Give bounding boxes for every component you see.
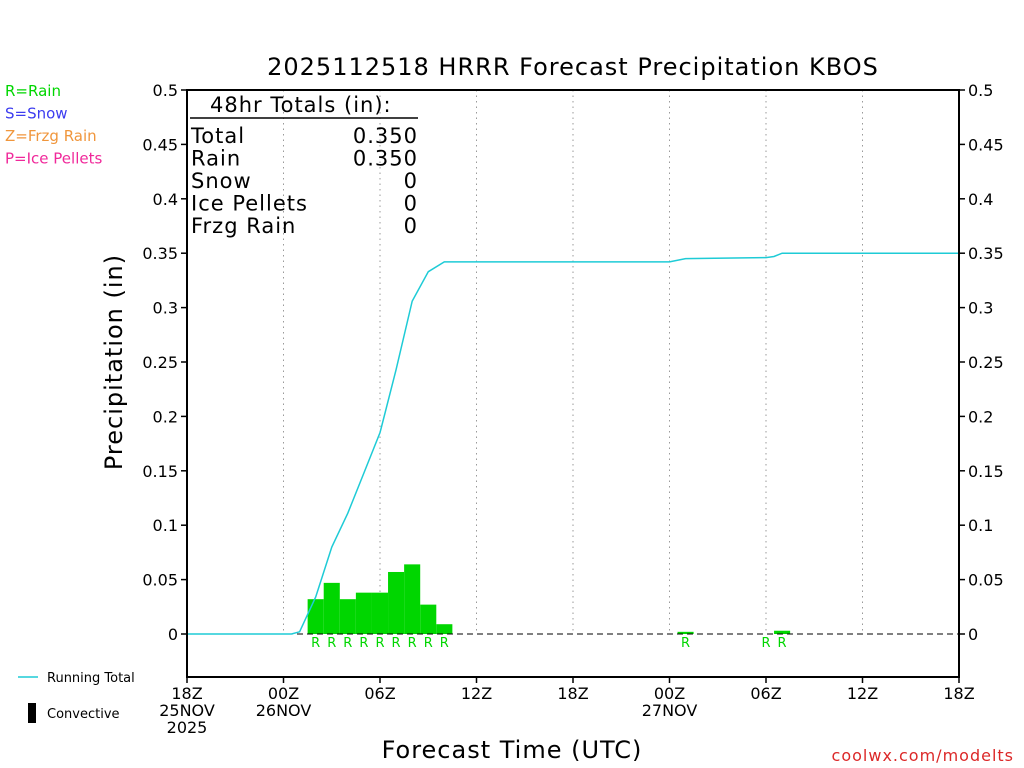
- ptype-legend: R=Rain S=Snow Z=Frzg Rain P=Ice Pellets: [5, 82, 102, 168]
- rain-bar: [388, 571, 405, 634]
- ptype-label: R: [392, 636, 401, 651]
- x-tick-label: 12Z: [847, 684, 878, 703]
- ptype-label: R: [311, 636, 320, 651]
- bars-layer: [307, 564, 791, 634]
- ptype-legend-item: Z=Frzg Rain: [5, 127, 97, 145]
- rain-bar: [323, 582, 340, 634]
- totals-row-label: Total: [190, 124, 245, 148]
- y-tick-label-left: 0.2: [153, 407, 178, 426]
- totals-row-value: 0: [404, 214, 418, 238]
- y-tick-label-right: 0.05: [968, 571, 1004, 590]
- y-tick-label-left: 0.4: [153, 190, 178, 209]
- totals-header: 48hr Totals (in):: [210, 93, 392, 117]
- y-tick-label-right: 0.45: [968, 135, 1004, 154]
- convective-swatch: [28, 703, 36, 723]
- convective-legend-label: Convective: [47, 707, 120, 722]
- totals-row-label: Frzg Rain: [191, 214, 296, 238]
- x-tick-label: 2025: [167, 718, 208, 737]
- rain-bar: [307, 599, 324, 634]
- y-tick-label-left: 0.1: [153, 516, 178, 535]
- ptype-label: R: [343, 636, 352, 651]
- x-tick-label: 18Z: [557, 684, 588, 703]
- y-tick-label-right: 0.1: [968, 516, 993, 535]
- y-tick-label-right: 0.2: [968, 407, 993, 426]
- x-axis-title: Forecast Time (UTC): [382, 736, 643, 764]
- ptype-label: R: [761, 636, 770, 651]
- rain-bar: [339, 599, 356, 634]
- y-tick-label-right: 0: [968, 625, 978, 644]
- ptype-label: R: [424, 636, 433, 651]
- y-tick-label-left: 0.45: [142, 135, 178, 154]
- rain-bar: [420, 604, 437, 634]
- ptype-legend-item: R=Rain: [5, 82, 61, 100]
- rain-bar: [371, 592, 389, 634]
- watermark: coolwx.com/modelts: [832, 746, 1014, 765]
- x-tick-label: 25NOV: [159, 701, 215, 720]
- y-tick-label-left: 0.3: [153, 299, 178, 318]
- bottom-legend: Running Total Convective: [18, 671, 135, 723]
- y-tick-label-right: 0.25: [968, 353, 1004, 372]
- y-tick-label-left: 0.35: [142, 244, 178, 263]
- rain-bar: [774, 630, 791, 634]
- ptype-legend-item: S=Snow: [5, 105, 68, 123]
- ptype-label: R: [375, 636, 384, 651]
- y-tick-label-left: 0.15: [142, 462, 178, 481]
- totals-row-value: 0: [404, 192, 418, 216]
- totals-row-label: Snow: [191, 169, 252, 193]
- x-tick-label: 26NOV: [256, 701, 312, 720]
- y-tick-label-left: 0.5: [153, 81, 178, 100]
- ptype-label: R: [408, 636, 417, 651]
- running-total-legend-label: Running Total: [47, 671, 135, 686]
- y-axis-title: Precipitation (in): [100, 254, 128, 470]
- y-tick-label-left: 0: [168, 625, 178, 644]
- x-tick-label: 12Z: [461, 684, 492, 703]
- grid-lines: [283, 90, 863, 634]
- rain-bar: [677, 631, 694, 634]
- rain-bar: [355, 592, 372, 634]
- x-tick-label: 06Z: [750, 684, 781, 703]
- x-tick-label: 18Z: [943, 684, 974, 703]
- x-tick-label: 06Z: [364, 684, 395, 703]
- y-tick-label-right: 0.35: [968, 244, 1004, 263]
- totals-row-label: Ice Pellets: [191, 192, 308, 216]
- ptype-label: R: [327, 636, 336, 651]
- x-tick-label: 00Z: [268, 684, 299, 703]
- ptype-label: R: [359, 636, 368, 651]
- x-tick-label: 27NOV: [642, 701, 698, 720]
- rain-bar: [436, 624, 453, 634]
- totals-row-value: 0.350: [353, 124, 418, 148]
- rain-bar: [404, 564, 421, 634]
- ptype-label: R: [778, 636, 787, 651]
- totals-row-label: Rain: [191, 147, 241, 171]
- ptype-legend-item: P=Ice Pellets: [5, 150, 102, 168]
- y-tick-label-left: 0.05: [142, 571, 178, 590]
- y-tick-label-right: 0.3: [968, 299, 993, 318]
- y-tick-label-right: 0.4: [968, 190, 993, 209]
- x-tick-label: 18Z: [171, 684, 202, 703]
- x-tick-label: 00Z: [654, 684, 685, 703]
- ptype-label: R: [681, 636, 690, 651]
- totals-rows: Total 0.350 Rain 0.350 Snow 0 Ice Pellets 0 Frzg…: [190, 124, 418, 238]
- ptype-label: R: [440, 636, 449, 651]
- y-axis-ticks: 0 00.05 0.050.1 0.10.15 0.150.2 0.20.25 0.250.…: [142, 81, 1003, 644]
- totals-row-value: 0.350: [353, 147, 418, 171]
- chart-title: 2025112518 HRRR Forecast Precipitation K…: [267, 53, 879, 81]
- totals-row-value: 0: [404, 169, 418, 193]
- y-tick-label-right: 0.15: [968, 462, 1004, 481]
- totals-box: 48hr Totals (in): Total 0.350 Rain 0.350 Sno…: [190, 93, 418, 238]
- running-total-line: [187, 252, 959, 635]
- y-tick-label-right: 0.5: [968, 81, 993, 100]
- y-tick-label-left: 0.25: [142, 353, 178, 372]
